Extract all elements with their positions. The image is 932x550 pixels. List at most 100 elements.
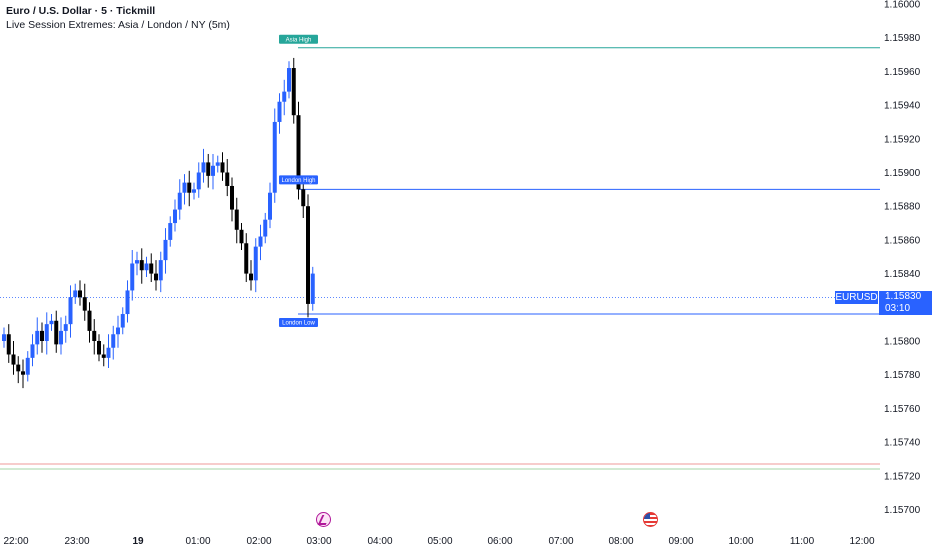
session-tag-label: London High — [281, 178, 315, 184]
candle — [277, 93, 282, 134]
candle — [182, 174, 187, 205]
us-flag-event-icon[interactable] — [643, 512, 658, 527]
candle — [68, 285, 73, 338]
session-level-lines — [298, 47, 880, 315]
candle — [92, 319, 97, 355]
candle — [144, 256, 149, 277]
time-tick-label: 11:00 — [790, 536, 815, 547]
candle — [258, 224, 263, 261]
candle — [63, 315, 68, 343]
candle — [263, 212, 268, 244]
candle — [225, 159, 230, 197]
candle — [201, 148, 206, 183]
candle — [73, 283, 78, 304]
candle — [30, 334, 35, 367]
candle — [97, 334, 101, 362]
candle — [125, 280, 130, 323]
price-tick-label: 1.15880 — [884, 202, 921, 213]
time-tick-label: 23:00 — [64, 536, 89, 547]
time-tick-label: 22:00 — [3, 536, 28, 547]
session-tag — [279, 318, 318, 328]
time-tick-label: 04:00 — [367, 536, 392, 547]
candle — [291, 57, 296, 124]
candle — [11, 341, 16, 375]
price-tick-label: 1.15740 — [884, 438, 921, 449]
candle — [116, 315, 120, 348]
price-tick-label: 1.15940 — [884, 101, 921, 112]
time-tick-label: 02:00 — [246, 536, 271, 547]
candle — [244, 233, 249, 283]
candle — [82, 283, 87, 321]
candle — [120, 307, 125, 335]
candle — [2, 327, 6, 348]
time-tick-label: 10:00 — [728, 536, 753, 547]
candle — [21, 359, 25, 389]
time-axis[interactable]: 22:00 23:00 19 01:00 02:00 03:00 04:00 05:00 06:… — [3, 536, 874, 547]
candle — [177, 179, 182, 220]
candle — [106, 334, 111, 368]
time-tick-label: 08:00 — [608, 536, 633, 547]
candle — [287, 61, 291, 99]
candle — [78, 280, 82, 306]
candle — [173, 199, 177, 232]
candle — [54, 310, 59, 353]
current-price-value: 1.15830 — [885, 291, 922, 302]
candle — [215, 155, 220, 173]
time-tick-label: 06:00 — [487, 536, 512, 547]
symbol-title[interactable]: Euro / U.S. Dollar · 5 · Tickmill — [6, 5, 156, 17]
candle — [306, 194, 310, 318]
candle — [130, 250, 135, 301]
price-tick-label: 1.15960 — [884, 67, 921, 78]
time-tick-label: 03:00 — [306, 536, 331, 547]
candle — [149, 253, 154, 283]
price-tick-label: 1.15840 — [884, 269, 921, 280]
candle — [211, 153, 215, 190]
candle — [40, 322, 44, 353]
candle — [139, 248, 144, 284]
bar-countdown: 03:10 — [885, 303, 911, 314]
symbol-badge: EURUSD — [835, 291, 878, 304]
candle — [49, 314, 54, 331]
candle — [168, 216, 173, 247]
price-tick-label: 1.15780 — [884, 370, 921, 381]
price-tick-label: 1.15720 — [884, 471, 921, 482]
candle — [25, 351, 30, 382]
indicator-title[interactable]: Live Session Extremes: Asia / London / N… — [6, 19, 230, 31]
candle — [196, 162, 201, 198]
candle — [268, 182, 272, 229]
price-tick-label: 1.15980 — [884, 33, 921, 44]
candle — [253, 238, 258, 293]
candle — [135, 251, 139, 276]
candle — [35, 317, 40, 355]
price-tick-label: 1.15700 — [884, 505, 921, 516]
session-tag — [279, 34, 318, 44]
candle — [111, 325, 116, 360]
candle — [163, 228, 168, 274]
candle — [16, 356, 21, 384]
candle — [206, 153, 211, 188]
current-price-badge: 1.15830 03:10 — [879, 291, 932, 315]
price-axis[interactable]: 1.16000 1.15980 1.15960 1.15940 1.15920 1.159… — [884, 0, 921, 516]
price-tick-label: 1.15860 — [884, 235, 921, 246]
candle — [234, 197, 239, 244]
candle — [272, 108, 277, 203]
candle — [101, 344, 106, 367]
candle — [187, 170, 192, 207]
candle — [296, 101, 301, 200]
candle — [282, 79, 287, 116]
session-tag — [279, 175, 318, 185]
flash-event-icon[interactable] — [316, 512, 331, 527]
candle — [158, 251, 163, 293]
price-tick-label: 1.15800 — [884, 337, 921, 348]
candle — [59, 317, 63, 355]
candlestick-series — [2, 57, 315, 389]
session-tag-label: Asia High — [286, 38, 312, 44]
candle — [301, 180, 306, 218]
time-tick-label: 07:00 — [548, 536, 573, 547]
candle — [154, 260, 158, 291]
candle — [230, 177, 234, 222]
candle — [249, 260, 253, 291]
price-tick-label: 1.15760 — [884, 404, 921, 415]
candle — [44, 312, 49, 355]
